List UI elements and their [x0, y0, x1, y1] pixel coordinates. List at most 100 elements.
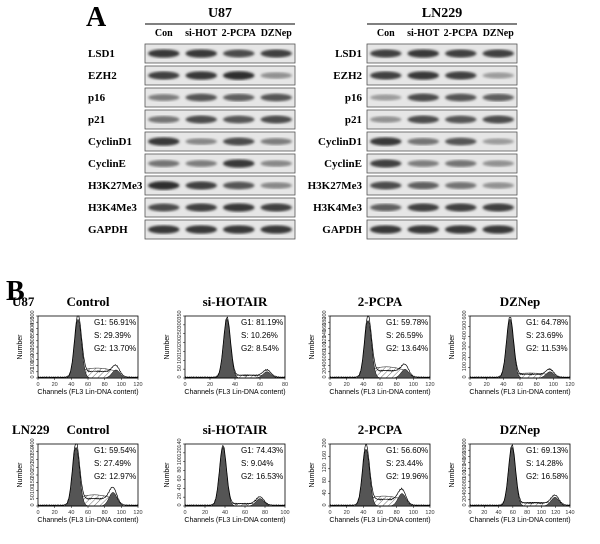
blot-1: LN229 Con si-HOT 2-PCPA DZNep LSD1 EZH2 p16 p21 C…	[308, 6, 518, 240]
x-tick-label: 0	[328, 510, 331, 516]
x-axis-label: Channels (FL3 Lin-DNA content)	[329, 517, 430, 524]
blot-strip	[144, 153, 296, 174]
band	[260, 115, 292, 124]
y-tick-label: 80	[177, 467, 183, 473]
blot-strip	[366, 109, 518, 130]
y-axis-label: Number	[164, 462, 171, 488]
band	[260, 93, 292, 102]
phase-stat-s: S: 29.39%	[94, 331, 131, 340]
y-tick-label: 60	[462, 483, 468, 489]
y-axis-label: Number	[17, 334, 24, 360]
band	[223, 71, 255, 80]
lane-label: DZNep	[483, 28, 515, 39]
band	[407, 71, 439, 80]
band	[407, 115, 439, 124]
histogram-title: 2-PCPA	[358, 422, 403, 437]
blot-strip	[144, 43, 296, 64]
x-tick-label: 60	[377, 382, 383, 388]
y-tick-label: 60	[322, 355, 328, 361]
band	[482, 203, 514, 212]
y-tick-label: 400	[462, 331, 468, 340]
y-tick-label: 200	[177, 337, 183, 346]
protein-label: H3K4Me3	[88, 202, 137, 214]
band	[445, 159, 477, 168]
blot-strip	[366, 175, 518, 196]
histogram-title: Control	[66, 294, 109, 309]
y-tick-label: 50	[177, 365, 183, 371]
blot-0: U87 Con si-HOT 2-PCPA DZNep LSD1 EZH2 p16 p21 Cyc…	[88, 6, 296, 240]
lane-label: Con	[377, 28, 395, 39]
y-tick-label: 100	[322, 341, 328, 350]
phase-stat-g2: G2: 8.54%	[241, 344, 279, 353]
x-tick-label: 0	[468, 382, 471, 388]
phase-stat-g1: G1: 81.19%	[241, 318, 283, 327]
y-tick-label: 250	[177, 328, 183, 337]
y-axis-label: Number	[309, 462, 316, 488]
x-tick-label: 60	[85, 382, 91, 388]
x-tick-label: 40	[68, 510, 74, 516]
x-tick-label: 20	[207, 382, 213, 388]
band	[407, 49, 439, 58]
band	[445, 181, 477, 190]
band	[407, 137, 439, 146]
y-tick-label: 250	[30, 462, 36, 471]
band	[482, 93, 514, 102]
x-axis-label: Channels (FL3 Lin-DNA content)	[329, 389, 430, 396]
protein-label: H3K27Me3	[88, 180, 143, 192]
y-tick-label: 200	[462, 438, 468, 447]
y-tick-label: 200	[322, 310, 328, 319]
band	[445, 203, 477, 212]
x-tick-label: 120	[133, 382, 142, 388]
protein-label: p21	[88, 114, 105, 126]
x-tick-label: 120	[425, 382, 434, 388]
phase-stat-g2: G2: 16.58%	[526, 472, 568, 481]
y-tick-label: 140	[322, 329, 328, 338]
x-tick-label: 120	[133, 510, 142, 516]
phase-stat-s: S: 9.04%	[241, 459, 273, 468]
x-tick-label: 100	[117, 382, 126, 388]
x-tick-label: 100	[280, 510, 289, 516]
histogram-title: 2-PCPA	[358, 294, 403, 309]
y-tick-label: 120	[322, 463, 328, 472]
protein-label: p21	[345, 114, 362, 126]
y-tick-label: 350	[30, 329, 36, 338]
band	[148, 203, 180, 212]
band	[185, 138, 217, 145]
y-tick-label: 200	[30, 469, 36, 478]
panel-a-western-blots: U87 Con si-HOT 2-PCPA DZNep LSD1 EZH2 p16 p21 Cyc…	[88, 6, 518, 240]
band	[223, 137, 255, 146]
y-tick-label: 0	[462, 503, 468, 506]
x-tick-label: 40	[500, 382, 506, 388]
y-tick-label: 400	[30, 438, 36, 447]
y-tick-label: 300	[177, 319, 183, 328]
y-tick-label: 150	[30, 354, 36, 363]
blot-strip	[366, 87, 518, 108]
x-tick-label: 40	[68, 382, 74, 388]
band	[482, 49, 514, 58]
blot-cell-line: LN229	[422, 6, 462, 21]
fc-cell-line: U87	[12, 294, 35, 309]
x-tick-label: 60	[510, 510, 516, 516]
y-axis-label: Number	[449, 462, 456, 488]
band	[482, 72, 514, 79]
band	[407, 181, 439, 190]
x-axis-label: Channels (FL3 Lin-DNA content)	[469, 517, 570, 524]
histogram-title: DZNep	[500, 422, 540, 437]
band	[223, 115, 255, 124]
x-tick-label: 120	[425, 510, 434, 516]
lane-label: DZNep	[261, 28, 293, 39]
protein-label: H3K4Me3	[313, 202, 362, 214]
band	[148, 94, 180, 101]
y-tick-label: 40	[322, 362, 328, 368]
g2-peak	[330, 493, 430, 507]
x-tick-label: 20	[344, 510, 350, 516]
protein-label: p16	[345, 92, 363, 104]
lane-label: 2-PCPA	[222, 28, 257, 39]
y-axis-label: Number	[164, 334, 171, 360]
x-tick-label: 140	[565, 510, 574, 516]
